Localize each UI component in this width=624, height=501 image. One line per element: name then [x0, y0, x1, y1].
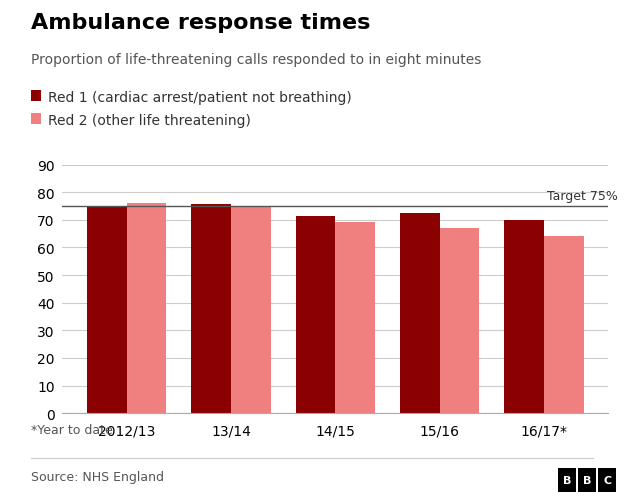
- Bar: [231, 206, 271, 413]
- Text: B: B: [583, 475, 592, 485]
- Bar: [87, 208, 127, 413]
- Text: Target 75%: Target 75%: [547, 189, 618, 202]
- Text: Ambulance response times: Ambulance response times: [31, 13, 371, 33]
- Text: Red 1 (cardiac arrest/patient not breathing): Red 1 (cardiac arrest/patient not breath…: [48, 91, 352, 105]
- Text: Proportion of life-threatening calls responded to in eight minutes: Proportion of life-threatening calls res…: [31, 53, 482, 67]
- Text: B: B: [563, 475, 572, 485]
- Text: Red 2 (other life threatening): Red 2 (other life threatening): [48, 114, 251, 128]
- Bar: [336, 222, 375, 413]
- Bar: [296, 216, 336, 413]
- Text: C: C: [603, 475, 612, 485]
- Bar: [400, 213, 440, 413]
- Bar: [544, 237, 583, 413]
- Bar: [440, 228, 479, 413]
- Text: *Year to date: *Year to date: [31, 423, 113, 436]
- Bar: [192, 204, 231, 413]
- Text: Source: NHS England: Source: NHS England: [31, 470, 164, 483]
- Bar: [127, 204, 167, 413]
- Bar: [504, 220, 544, 413]
